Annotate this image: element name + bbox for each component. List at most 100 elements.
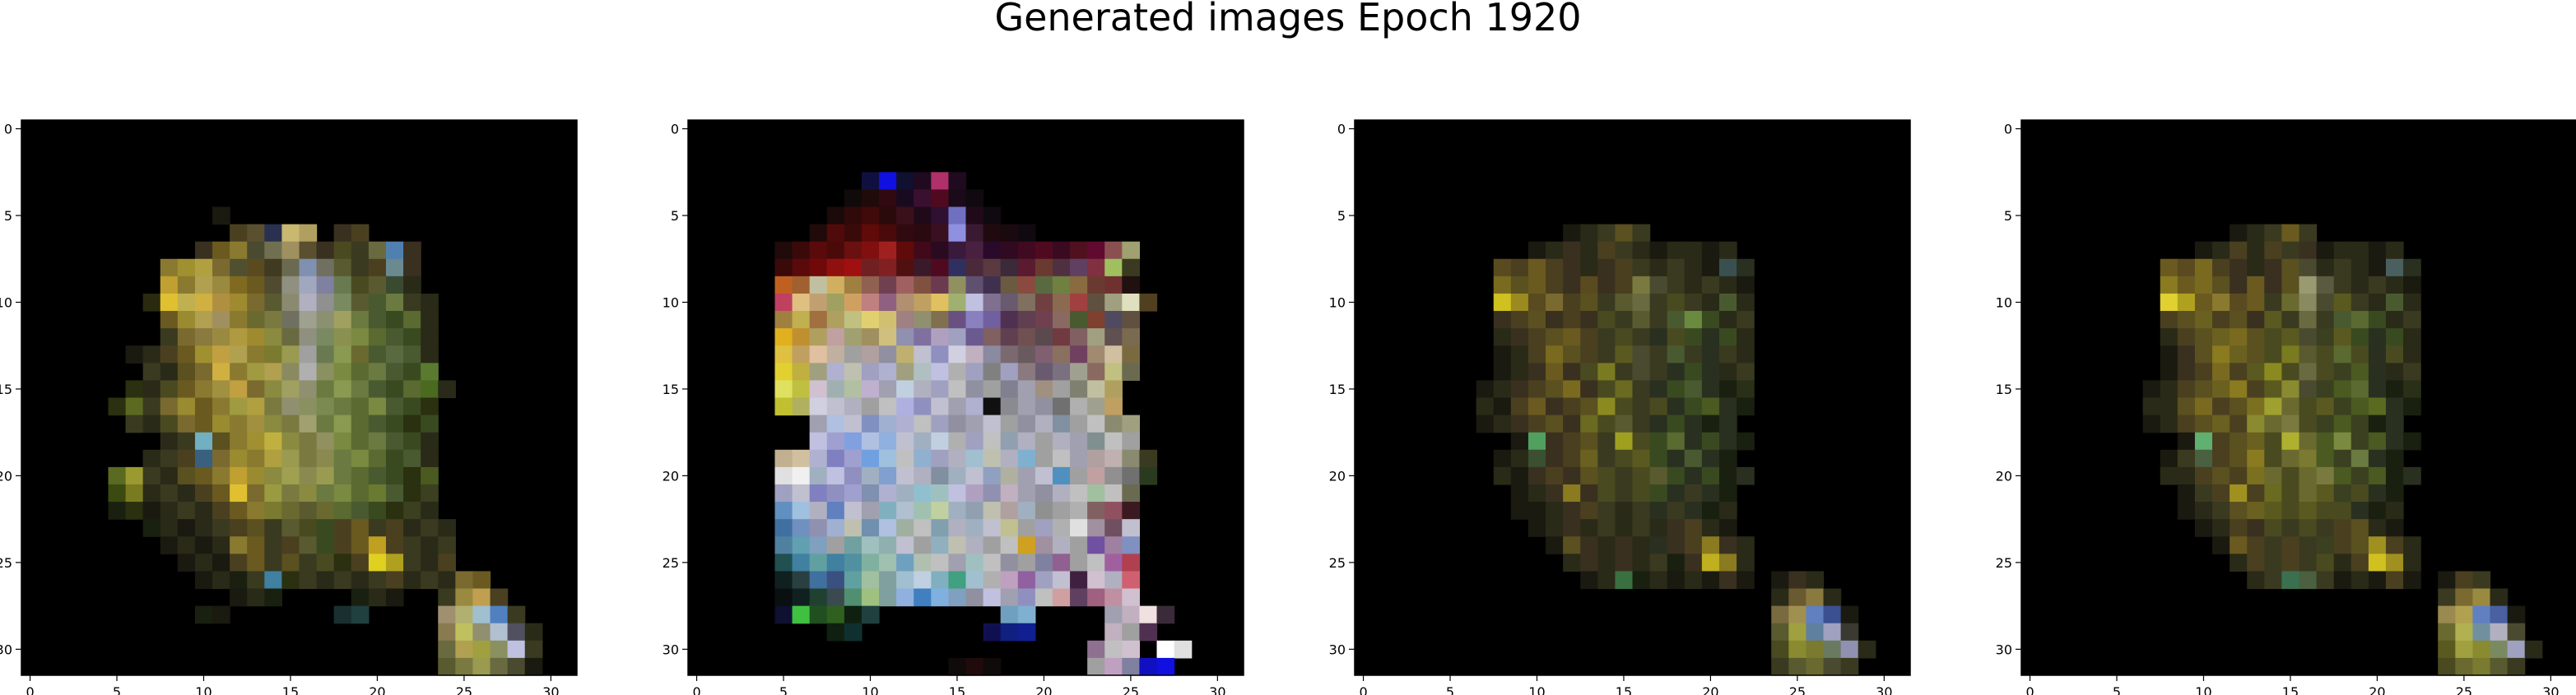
image-pixel xyxy=(1122,466,1141,485)
image-pixel xyxy=(1087,328,1105,346)
image-pixel xyxy=(160,311,179,329)
image-pixel xyxy=(844,571,863,590)
image-pixel xyxy=(896,519,914,537)
image-pixel xyxy=(1052,536,1071,554)
image-pixel xyxy=(351,276,370,294)
image-pixel xyxy=(1070,276,1088,294)
image-pixel xyxy=(1527,380,1546,399)
image-pixel xyxy=(1546,449,1564,468)
image-pixel xyxy=(1087,415,1105,433)
image-pixel xyxy=(983,657,1002,676)
image-pixel xyxy=(861,554,880,572)
image-pixel xyxy=(983,293,1002,312)
image-pixel xyxy=(2299,466,2318,485)
image-pixel xyxy=(1684,571,1703,590)
image-pixel xyxy=(1476,380,1495,399)
image-pixel xyxy=(1052,328,1071,346)
image-pixel xyxy=(809,311,828,329)
image-pixel xyxy=(2281,241,2300,260)
image-pixel xyxy=(264,519,282,537)
image-pixel xyxy=(2247,415,2265,433)
image-pixel xyxy=(1684,345,1703,364)
image-pixel xyxy=(1017,554,1036,572)
image-pixel xyxy=(1667,397,1686,416)
image-pixel xyxy=(1649,397,1668,416)
image-pixel xyxy=(385,536,404,554)
image-pixel xyxy=(2368,415,2387,433)
image-pixel xyxy=(2455,640,2474,659)
image-pixel xyxy=(1701,571,1720,590)
image-pixel xyxy=(1615,224,1634,243)
image-pixel xyxy=(1104,241,1123,260)
image-pixel xyxy=(1615,466,1634,485)
image-pixel xyxy=(2264,536,2282,554)
image-pixel xyxy=(1017,224,1036,243)
image-pixel xyxy=(333,536,352,554)
image-pixel xyxy=(281,536,300,554)
image-pixel xyxy=(2247,484,2265,503)
image-pixel xyxy=(333,432,352,451)
image-pixel xyxy=(2472,571,2491,590)
image-pixel xyxy=(774,380,793,399)
image-pixel xyxy=(316,293,335,312)
image-pixel xyxy=(1070,502,1088,520)
image-pixel xyxy=(247,311,265,329)
image-pixel xyxy=(1070,554,1088,572)
image-pixel xyxy=(2316,363,2335,381)
image-pixel xyxy=(983,623,1002,642)
image-pixel xyxy=(194,363,213,381)
image-pixel xyxy=(1615,519,1634,537)
image-pixel xyxy=(1035,311,1053,329)
image-pixel xyxy=(1546,311,1564,329)
image-pixel xyxy=(421,432,439,451)
image-pixel xyxy=(1035,276,1053,294)
image-pixel xyxy=(1597,415,1616,433)
image-pixel xyxy=(1858,640,1876,659)
image-pixel xyxy=(1823,605,1842,624)
image-pixel xyxy=(1070,519,1088,537)
image-pixel xyxy=(160,345,179,364)
image-pixel xyxy=(914,206,932,225)
image-pixel xyxy=(2160,328,2178,346)
image-pixel xyxy=(264,328,282,346)
image-pixel xyxy=(247,536,265,554)
image-pixel xyxy=(160,415,179,433)
image-pixel xyxy=(914,241,932,260)
image-pixel xyxy=(1701,241,1720,260)
image-pixel xyxy=(403,293,421,312)
image-pixel xyxy=(403,241,421,260)
image-pixel xyxy=(2299,519,2318,537)
image-pixel xyxy=(844,432,863,451)
image-pixel xyxy=(333,311,352,329)
image-pixel xyxy=(524,623,543,642)
x-tick-label: 0 xyxy=(1359,684,1367,695)
image-pixel xyxy=(385,588,404,607)
image-pixel xyxy=(1070,571,1088,590)
image-pixel xyxy=(438,623,456,642)
image-pixel xyxy=(281,466,300,485)
image-pixel xyxy=(861,536,880,554)
image-pixel xyxy=(368,519,387,537)
image-pixel xyxy=(861,449,880,468)
image-pixel xyxy=(826,415,845,433)
image-pixel xyxy=(2212,328,2230,346)
image-pixel xyxy=(844,311,863,329)
image-pixel xyxy=(2299,345,2318,364)
image-pixel xyxy=(931,224,949,243)
image-pixel xyxy=(264,571,282,590)
image-pixel xyxy=(1823,657,1842,676)
image-pixel xyxy=(1840,605,1859,624)
image-pixel xyxy=(948,536,967,554)
image-pixel xyxy=(1052,363,1071,381)
image-pixel xyxy=(844,189,863,208)
image-pixel xyxy=(1701,380,1720,399)
image-pixel xyxy=(931,397,949,416)
image-pixel xyxy=(1563,328,1581,346)
image-pixel xyxy=(931,571,949,590)
image-pixel xyxy=(438,588,456,607)
image-pixel xyxy=(1718,380,1737,399)
image-pixel xyxy=(2177,432,2196,451)
image-pixel xyxy=(230,588,248,607)
image-pixel xyxy=(1563,224,1581,243)
image-pixel xyxy=(2281,466,2300,485)
